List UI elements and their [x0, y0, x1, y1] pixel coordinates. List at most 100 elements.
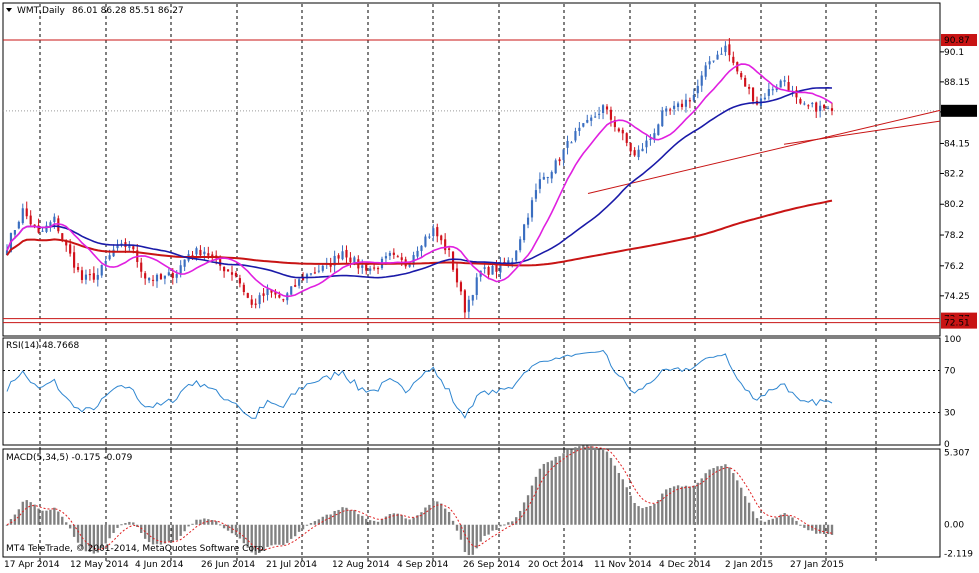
macd-bar: [582, 445, 585, 525]
candle-body: [33, 224, 36, 227]
macd-bar: [112, 524, 115, 533]
candle-body: [751, 87, 755, 102]
candle-body: [353, 257, 356, 264]
candle-body: [807, 105, 810, 107]
candle-body: [601, 105, 605, 113]
candle-body: [578, 127, 581, 131]
candle-body: [680, 103, 684, 107]
macd-bar: [124, 523, 127, 525]
macd-bar: [45, 510, 48, 525]
macd-bar: [763, 521, 767, 525]
macd-bar: [451, 520, 455, 525]
candle-body: [175, 274, 178, 278]
rsi-tick-label: 100: [944, 335, 961, 345]
macd-bar: [625, 487, 628, 525]
macd-bar: [530, 485, 534, 525]
macd-bar: [566, 449, 569, 525]
macd-bar: [49, 509, 52, 525]
candle-body: [570, 142, 573, 144]
candle-body: [487, 267, 490, 275]
macd-signal-line: [6, 446, 833, 551]
macd-bar: [297, 524, 301, 532]
dropdown-triangle-icon[interactable]: [6, 8, 12, 12]
macd-bar: [191, 523, 194, 525]
macd-bar: [779, 514, 782, 525]
candle-body: [246, 293, 249, 298]
macd-bar: [388, 514, 392, 525]
candle-body: [96, 274, 99, 280]
candle-body: [151, 279, 155, 281]
candle-body: [523, 224, 526, 241]
macd-bar: [621, 479, 624, 525]
macd-bar: [218, 524, 222, 526]
macd-bar: [605, 451, 609, 525]
macd-bar: [696, 482, 699, 525]
macd-bar: [238, 524, 242, 539]
candle-body: [475, 277, 478, 295]
macd-bar: [542, 463, 546, 525]
ohlc-values: 86.01 86.28 85.51 86.27: [72, 6, 184, 16]
macd-bar: [732, 473, 735, 525]
candle-body: [388, 252, 391, 256]
candle-body: [21, 208, 24, 224]
candle-body: [720, 53, 723, 55]
macd-bar: [372, 520, 376, 525]
macd-bar: [657, 500, 660, 525]
macd-bar: [601, 448, 605, 525]
x-tick-label: 12 Aug 2014: [332, 560, 390, 570]
macd-bar: [578, 446, 581, 525]
macd-bar: [463, 524, 467, 553]
macd-bar: [751, 511, 755, 525]
candle-body: [278, 295, 281, 298]
candle-body: [550, 172, 553, 179]
candle-body: [61, 233, 64, 240]
macd-bar: [396, 513, 399, 525]
macd-bar: [668, 487, 672, 525]
candlesticks: [5, 38, 834, 319]
candle-body: [515, 250, 518, 261]
macd-bar: [743, 496, 747, 525]
candle-body: [609, 109, 613, 120]
macd-bar: [803, 524, 806, 528]
candle-body: [692, 94, 695, 101]
macd-bar: [88, 524, 92, 552]
macd-bar: [755, 518, 759, 525]
macd-bar: [503, 524, 506, 526]
candle-body: [195, 248, 198, 255]
candle-body: [329, 263, 332, 267]
macd-bar: [361, 515, 364, 525]
candle-body: [779, 80, 782, 88]
candle-body: [301, 277, 305, 281]
macd-bar: [507, 522, 510, 525]
macd-bar: [179, 524, 182, 536]
macd-bar: [65, 522, 68, 525]
macd-bar: [830, 524, 834, 535]
candle-body: [471, 295, 474, 301]
macd-bar: [128, 521, 131, 525]
macd-bar: [317, 519, 321, 525]
macd-bar: [345, 507, 348, 525]
candle-body: [116, 245, 119, 249]
candle-body: [211, 254, 214, 257]
candle-body: [41, 230, 44, 232]
macd-bar: [511, 521, 514, 525]
candle-body: [100, 264, 103, 276]
candle-body: [305, 274, 309, 279]
candle-body: [728, 44, 731, 56]
candle-body: [444, 239, 447, 251]
candle-body: [534, 190, 538, 199]
candle-body: [361, 265, 364, 268]
macd-bar: [807, 524, 810, 531]
y-tick-label: 88.15: [944, 78, 970, 88]
macd-bar: [597, 449, 601, 525]
candle-body: [763, 97, 766, 100]
macd-bar: [704, 473, 707, 525]
macd-bar: [215, 521, 218, 525]
candle-body: [400, 257, 403, 260]
grid-lines: [39, 4, 877, 562]
candle-body: [653, 133, 656, 140]
price-axis: 90.188.1586.284.1582.280.278.276.274.259…: [940, 34, 977, 560]
candle-body: [538, 179, 541, 189]
macd-bar: [538, 468, 542, 525]
macd-bar: [475, 524, 478, 549]
